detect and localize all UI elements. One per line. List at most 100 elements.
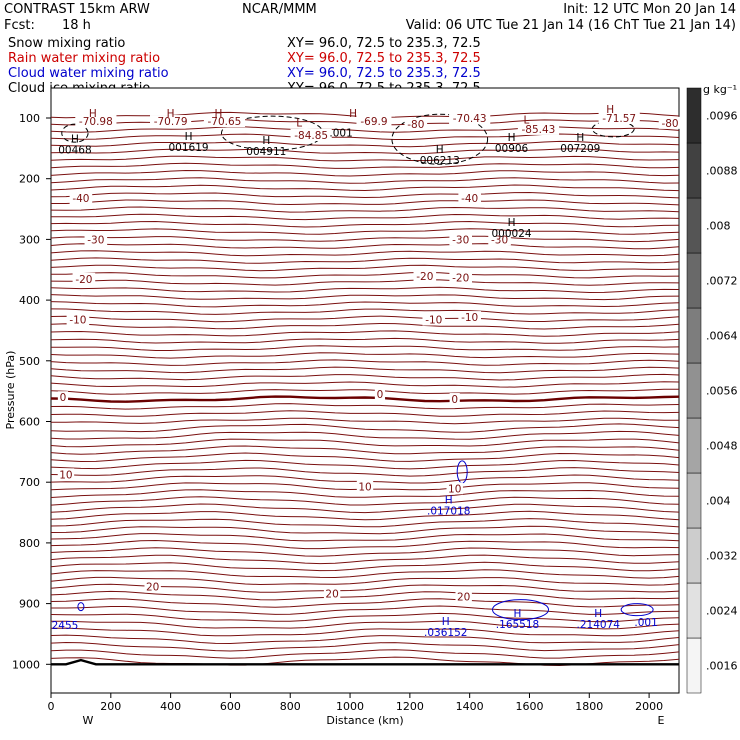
- isotherm-label: -30: [452, 234, 469, 246]
- isotherm-label: -40: [72, 193, 89, 205]
- colorbar-swatch: [686, 417, 702, 474]
- ice-contour: [391, 113, 489, 165]
- isotherm-line: [50, 191, 680, 199]
- colorbar-units: g kg⁻¹: [703, 83, 737, 96]
- isotherm-line: [50, 330, 680, 337]
- center-title: NCAR/MMM: [242, 2, 317, 17]
- isotherm-line: [50, 243, 680, 250]
- label-mask: [290, 128, 332, 141]
- field-name: Rain water mixing ratio: [8, 51, 160, 66]
- isotherm-line: [50, 518, 680, 528]
- isotherm-label: 10: [59, 469, 72, 481]
- label-mask: [449, 271, 472, 284]
- isotherm-line: [50, 510, 680, 521]
- isotherm-line: [50, 438, 680, 448]
- isotherm-line: [50, 126, 680, 133]
- isotherm-line: [50, 220, 680, 228]
- isotherm-label: -20: [75, 274, 92, 286]
- colorbar-swatch: [686, 472, 702, 529]
- extremum-symbol: H: [442, 616, 450, 628]
- label-mask: [455, 590, 472, 603]
- isotherm-line: [50, 430, 680, 440]
- isotherm-label: -40: [461, 193, 478, 205]
- label-mask: [449, 112, 491, 124]
- extremum-value: .214074: [577, 619, 621, 631]
- isotherm-line: [50, 554, 680, 565]
- y-axis-title: Pressure (hPa): [4, 351, 17, 430]
- label-mask: [323, 587, 341, 600]
- isotherm-label: -70.43: [453, 113, 487, 125]
- isotherm-line: [50, 286, 680, 294]
- field-xy: XY= 96.0, 72.5 to 235.3, 72.5: [287, 66, 481, 81]
- ice-contour: [61, 123, 89, 143]
- isotherm-line: [50, 322, 680, 330]
- isotherm-line: [50, 445, 680, 455]
- isotherm-line: [50, 612, 680, 623]
- isotherm-label: -70.98: [79, 116, 113, 128]
- isotherm-line: [50, 620, 680, 630]
- colorbar-swatch: [686, 362, 702, 419]
- isotherm-line: [50, 373, 680, 381]
- colorbar-swatch: [686, 197, 702, 254]
- isotherm-label: -71.57: [602, 113, 636, 125]
- isotherm-line: [50, 641, 680, 652]
- isotherm-line: [50, 496, 680, 506]
- zero-isotherm: [50, 395, 680, 403]
- label-mask: [488, 233, 511, 246]
- isotherm-line: [50, 235, 680, 243]
- y-tick-label: 300: [19, 233, 40, 246]
- colorbar: g kg⁻¹ .0016 .0024 .0032 .004 .0048 .0056 .006…: [686, 83, 738, 694]
- x-axis-title: Distance (km): [326, 714, 403, 727]
- west-label: W: [83, 714, 94, 727]
- isotherm-line: [50, 271, 680, 279]
- colorbar-label: .008: [706, 220, 731, 233]
- isotherm-line: [50, 308, 680, 315]
- extremum-value: 006213: [420, 155, 460, 167]
- isotherm-line: [50, 352, 680, 359]
- extremum-symbol: H: [508, 217, 516, 229]
- isotherm-label: 0: [60, 392, 67, 404]
- label-mask: [356, 115, 392, 128]
- extremum-value: 000024: [491, 228, 531, 240]
- plot-area: -70.98 -70.79 -70.65 -69.9 -70.43 -71.57 -84.8…: [50, 87, 682, 694]
- field-name: Cloud water mixing ratio: [8, 66, 169, 81]
- label-mask: [413, 269, 437, 282]
- y-tick-label: 500: [19, 355, 40, 368]
- terrain: [51, 658, 679, 666]
- extremum-symbol: L: [524, 114, 530, 126]
- isotherm-line: [50, 257, 680, 264]
- ice-contour: [591, 120, 635, 138]
- extremum-value: 00468: [58, 144, 91, 156]
- y-tick-label: 1000: [12, 658, 40, 671]
- x-tick-label: 1200: [396, 700, 424, 713]
- isotherm-label: 0: [451, 394, 458, 406]
- isotherm-label: 20: [457, 591, 470, 603]
- colorbar-label: .0024: [706, 605, 738, 618]
- extremum-symbol: H: [436, 144, 444, 156]
- colorbar-swatch: [686, 637, 702, 694]
- label-mask: [356, 480, 374, 493]
- label-mask: [66, 313, 90, 326]
- isotherm-line: [50, 345, 680, 351]
- isotherm-label: -30: [87, 234, 104, 246]
- terrain-line: [51, 658, 679, 666]
- contour-labels: .001 .001 2455: [52, 128, 658, 632]
- isotherm-line: [50, 423, 680, 433]
- isotherm-line: [50, 525, 680, 535]
- isotherm-line: [50, 366, 680, 374]
- label-mask: [72, 272, 96, 285]
- extremum-value: 00906: [495, 143, 529, 155]
- isotherm-line: [50, 148, 680, 155]
- isotherm-label: -70.79: [154, 116, 188, 128]
- extremum-symbol: H: [262, 135, 270, 147]
- extremum-symbol: H: [594, 608, 602, 620]
- isotherm-line: [50, 503, 680, 514]
- isotherm-labels: -70.98 -70.79 -70.65 -69.9 -70.43 -71.57 -84.8…: [57, 112, 682, 603]
- isotherm-line: [50, 590, 680, 601]
- isotherm-line: [50, 569, 680, 579]
- isotherm-label: -84.85: [294, 130, 328, 142]
- field-legend: Snow mixing ratio XY= 96.0, 72.5 to 235.3…: [8, 36, 481, 96]
- colorbar-label: .0032: [706, 550, 738, 563]
